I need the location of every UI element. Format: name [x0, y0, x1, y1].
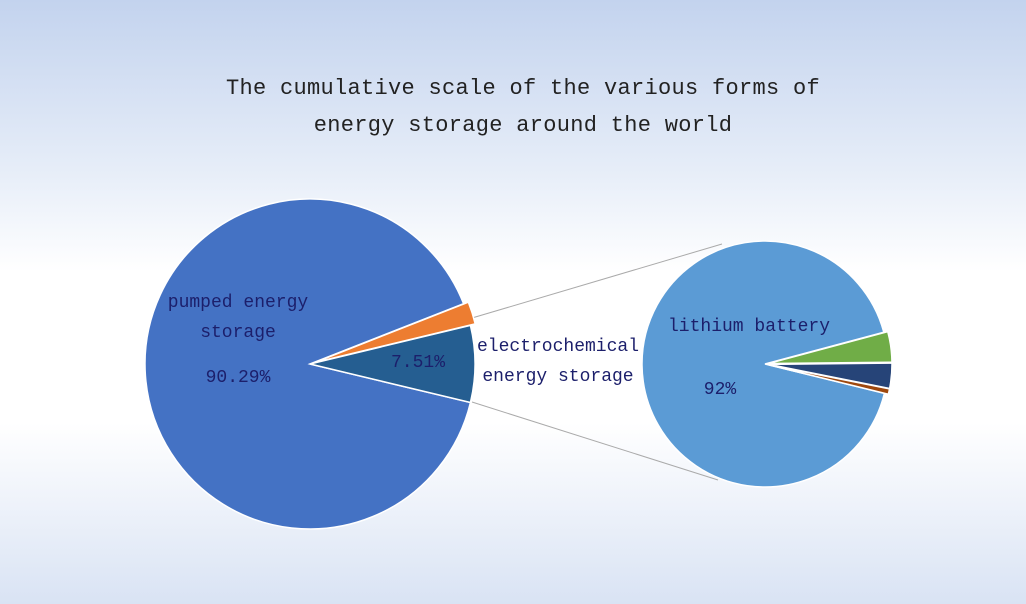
category-label: lithium battery [667, 317, 831, 337]
value-label: 92% [703, 380, 737, 400]
chart-title: The cumulative scale of the various form… [225, 76, 821, 138]
connector [471, 243, 723, 319]
pie-slice [314, 301, 477, 364]
connector [471, 401, 719, 481]
pie-slice [768, 330, 893, 365]
pie-slice [768, 364, 891, 396]
category-label: electrochemical energy storage [476, 337, 640, 387]
value-label: 90.29% [205, 368, 271, 388]
pie-slice [641, 240, 886, 488]
pie-slice [309, 324, 476, 404]
value-label: 7.51% [390, 353, 446, 373]
pie-slice [144, 198, 472, 530]
category-label: pumped energy storage [167, 293, 309, 343]
